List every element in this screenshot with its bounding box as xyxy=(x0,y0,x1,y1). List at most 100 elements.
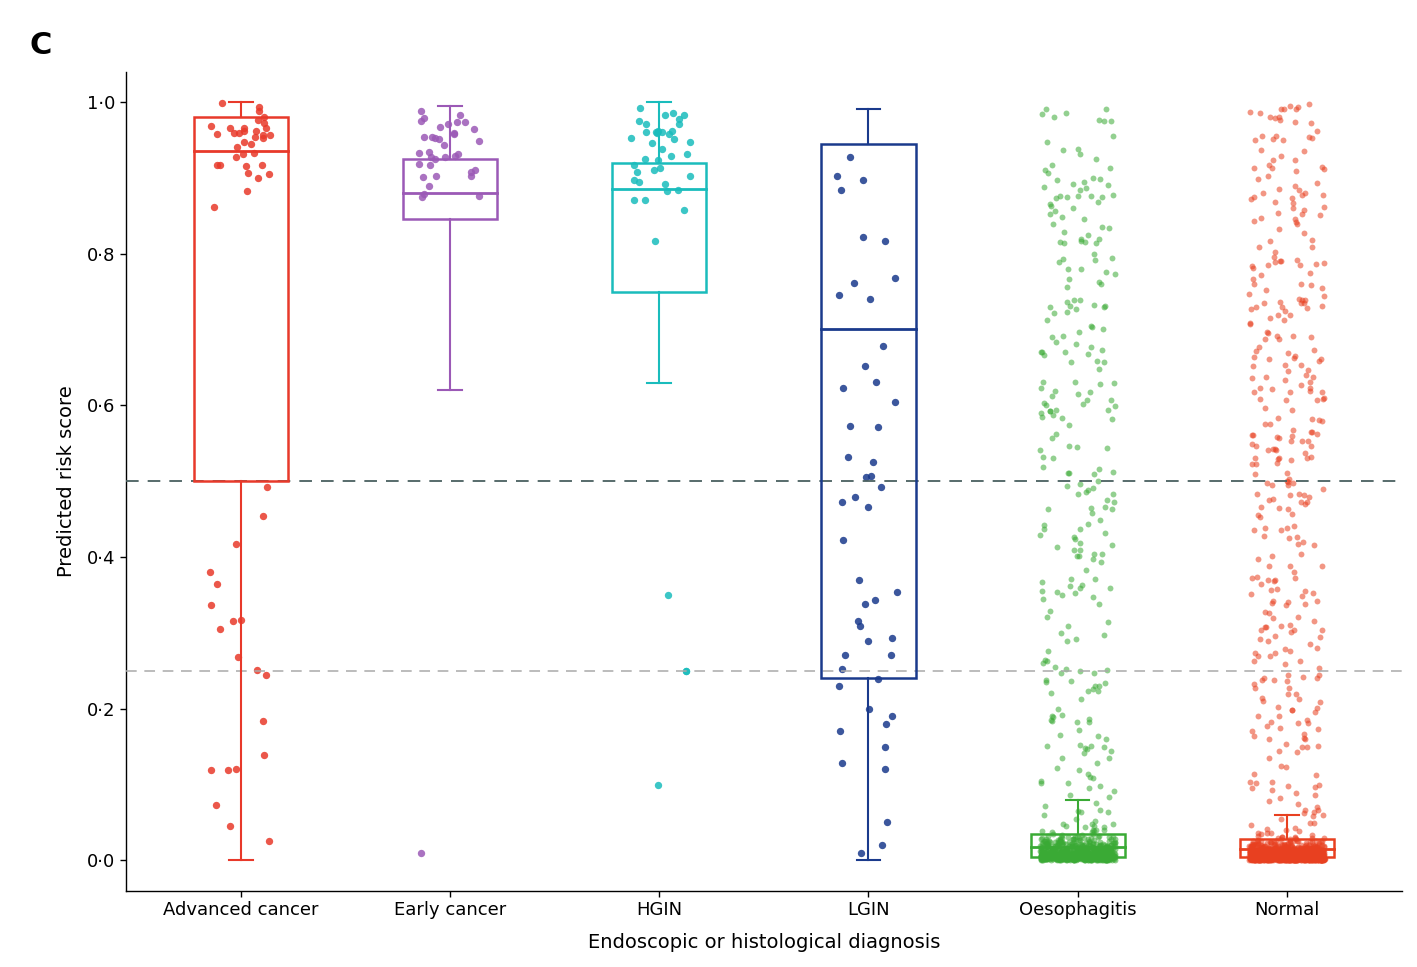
Point xyxy=(1311,848,1333,864)
Point xyxy=(1277,846,1299,862)
Point xyxy=(1050,665,1073,681)
Point xyxy=(1037,851,1060,866)
Point xyxy=(1081,844,1104,860)
Point xyxy=(1250,849,1272,864)
Point xyxy=(1277,501,1299,516)
Point xyxy=(1265,848,1288,864)
Point xyxy=(1040,329,1063,344)
Point xyxy=(1257,842,1280,858)
Point xyxy=(1288,849,1311,864)
Point xyxy=(1258,851,1281,866)
Point xyxy=(1298,853,1321,868)
Point xyxy=(1068,762,1091,777)
Point xyxy=(1253,529,1275,544)
Point xyxy=(1246,836,1268,852)
Point xyxy=(1258,793,1281,808)
Point xyxy=(1036,312,1058,328)
Point xyxy=(1271,843,1294,859)
Point xyxy=(1090,171,1112,187)
Point xyxy=(1102,835,1125,851)
Point xyxy=(1036,849,1058,864)
Point xyxy=(1260,835,1282,850)
Point xyxy=(1054,842,1077,858)
Point xyxy=(1088,850,1111,865)
Point xyxy=(1088,275,1111,290)
Point xyxy=(839,149,862,164)
Point xyxy=(1244,852,1267,867)
Point xyxy=(1090,277,1112,292)
Point xyxy=(1263,849,1285,864)
Point xyxy=(1077,516,1100,532)
Point xyxy=(1278,849,1301,864)
Point xyxy=(1040,850,1063,865)
Point xyxy=(1298,852,1321,867)
Point xyxy=(655,183,677,198)
Point xyxy=(1091,546,1114,562)
Point xyxy=(1287,846,1309,862)
Point xyxy=(1036,739,1058,754)
Point xyxy=(1289,847,1312,863)
Point xyxy=(1271,846,1294,862)
Point xyxy=(1301,131,1323,146)
Point xyxy=(1292,202,1315,218)
Point xyxy=(1100,836,1122,852)
Point xyxy=(679,168,701,184)
Point xyxy=(1309,852,1332,867)
Point xyxy=(1241,835,1264,851)
Point xyxy=(1030,583,1053,599)
Point xyxy=(1094,848,1117,864)
Point xyxy=(1254,846,1277,862)
Point xyxy=(1080,500,1102,515)
Point xyxy=(1255,848,1278,864)
Point xyxy=(1268,852,1291,867)
Point xyxy=(1285,850,1308,865)
Point xyxy=(1267,848,1289,864)
Point xyxy=(1257,257,1280,273)
Point xyxy=(1104,848,1127,864)
Point xyxy=(1298,846,1321,862)
Point xyxy=(1277,846,1299,862)
Point xyxy=(1074,235,1097,250)
Point xyxy=(1063,846,1085,862)
Point xyxy=(1044,840,1067,856)
Point xyxy=(1301,850,1323,865)
Point xyxy=(1309,841,1332,857)
Point xyxy=(1061,851,1084,866)
Point xyxy=(1285,785,1308,801)
Point xyxy=(1080,318,1102,334)
Point xyxy=(1076,841,1098,857)
Point xyxy=(1243,676,1265,691)
Point xyxy=(1258,851,1281,866)
Point xyxy=(412,169,435,185)
Point xyxy=(1081,319,1104,335)
Point xyxy=(1030,852,1053,867)
Point xyxy=(1049,833,1071,848)
Point xyxy=(1032,846,1054,862)
Point xyxy=(1250,837,1272,853)
Point xyxy=(1047,833,1070,848)
Point xyxy=(1066,830,1088,845)
Point xyxy=(1297,840,1319,856)
Point xyxy=(1070,262,1093,278)
Point xyxy=(1066,847,1088,863)
Point xyxy=(1093,848,1115,864)
Point xyxy=(1258,731,1281,747)
Point xyxy=(1312,390,1335,405)
Point xyxy=(1295,740,1318,755)
Point xyxy=(1312,851,1335,866)
Point xyxy=(1058,438,1081,454)
Point xyxy=(1094,840,1117,856)
Point xyxy=(1308,413,1331,428)
Point xyxy=(1036,829,1058,844)
Point xyxy=(1076,844,1098,860)
Point xyxy=(1274,841,1297,857)
Point xyxy=(1095,850,1118,865)
Point xyxy=(1267,852,1289,867)
Point xyxy=(1032,521,1054,537)
Point xyxy=(1281,475,1304,490)
Point xyxy=(1265,849,1288,864)
Point xyxy=(1306,853,1329,868)
Point xyxy=(1077,845,1100,861)
Point xyxy=(1088,847,1111,863)
Point xyxy=(1037,850,1060,865)
